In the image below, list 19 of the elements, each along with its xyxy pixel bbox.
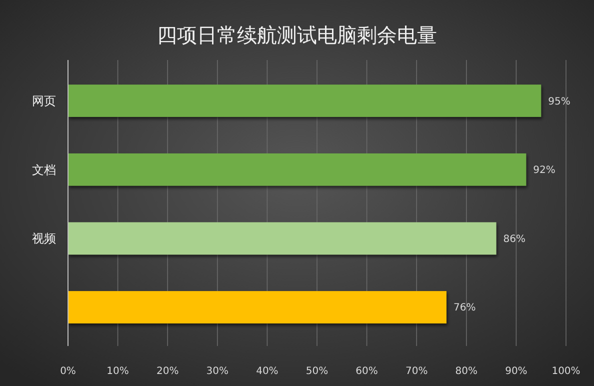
x-tick-label: 100%: [552, 366, 580, 377]
x-tick-label: 30%: [206, 366, 229, 377]
data-label: 86%: [503, 234, 526, 245]
x-tick-label: 80%: [455, 366, 478, 377]
y-tick-label: 网页: [32, 94, 56, 108]
data-label: 76%: [453, 302, 476, 314]
x-tick-label: 0%: [60, 366, 76, 377]
x-tick-label: 50%: [306, 366, 328, 377]
x-tick-label: 70%: [405, 366, 428, 377]
x-tick-label: 10%: [106, 366, 129, 377]
y-tick-label: 文档: [32, 162, 56, 177]
x-tick-label: 90%: [505, 366, 528, 377]
x-tick-label: 60%: [356, 366, 378, 377]
y-tick-label: 视频: [32, 232, 56, 246]
data-label: 92%: [533, 165, 556, 176]
x-tick-label: 40%: [256, 366, 278, 377]
data-label: 95%: [548, 96, 570, 108]
x-tick-label: 20%: [156, 366, 179, 377]
chart-title: 四项日常续航测试电脑剩余电量: [157, 23, 437, 47]
